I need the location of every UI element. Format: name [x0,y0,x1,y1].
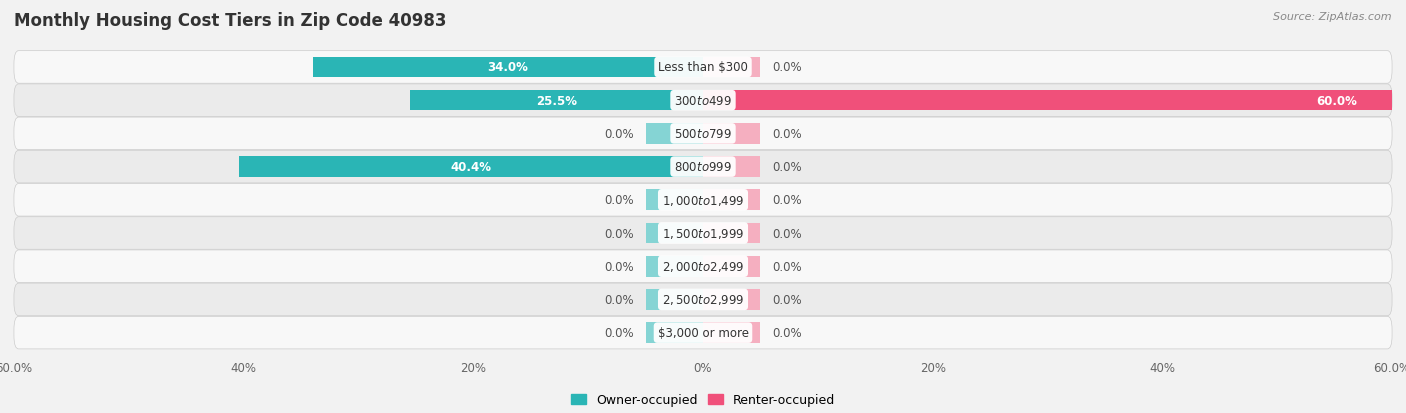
Text: $3,000 or more: $3,000 or more [658,326,748,339]
Text: 40.4%: 40.4% [450,161,492,173]
Bar [703,57,761,78]
Text: 0.0%: 0.0% [772,227,801,240]
Text: 0.0%: 0.0% [605,128,634,140]
FancyBboxPatch shape [14,118,1392,150]
Text: 0.0%: 0.0% [605,293,634,306]
Bar [411,90,703,111]
Text: 0.0%: 0.0% [772,293,801,306]
Text: 0.0%: 0.0% [772,194,801,207]
Text: Source: ZipAtlas.com: Source: ZipAtlas.com [1274,12,1392,22]
Bar [703,256,761,277]
Bar [645,256,703,277]
Text: $1,500 to $1,999: $1,500 to $1,999 [662,226,744,240]
Bar [239,157,703,178]
FancyBboxPatch shape [14,151,1392,183]
Text: $800 to $999: $800 to $999 [673,161,733,173]
FancyBboxPatch shape [14,317,1392,349]
Text: $2,000 to $2,499: $2,000 to $2,499 [662,260,744,273]
Bar [645,323,703,343]
Text: 25.5%: 25.5% [536,95,576,107]
Bar [703,290,761,310]
Bar [645,223,703,244]
Text: $2,500 to $2,999: $2,500 to $2,999 [662,293,744,307]
Text: 0.0%: 0.0% [772,326,801,339]
Bar [703,323,761,343]
Text: 0.0%: 0.0% [605,194,634,207]
Bar [645,290,703,310]
FancyBboxPatch shape [14,217,1392,250]
Bar [645,124,703,144]
FancyBboxPatch shape [14,85,1392,117]
Text: $500 to $799: $500 to $799 [673,128,733,140]
FancyBboxPatch shape [14,184,1392,216]
Text: 0.0%: 0.0% [772,61,801,74]
FancyBboxPatch shape [14,52,1392,84]
Text: 0.0%: 0.0% [605,227,634,240]
Text: $1,000 to $1,499: $1,000 to $1,499 [662,193,744,207]
Bar [703,190,761,211]
Text: 34.0%: 34.0% [488,61,529,74]
Text: Monthly Housing Cost Tiers in Zip Code 40983: Monthly Housing Cost Tiers in Zip Code 4… [14,12,447,30]
Bar [703,157,761,178]
Text: 0.0%: 0.0% [605,326,634,339]
Text: 0.0%: 0.0% [772,128,801,140]
Bar [703,90,1392,111]
Text: 60.0%: 60.0% [1316,95,1358,107]
Text: Less than $300: Less than $300 [658,61,748,74]
Text: 0.0%: 0.0% [605,260,634,273]
FancyBboxPatch shape [14,283,1392,316]
Text: 0.0%: 0.0% [772,161,801,173]
Bar [703,223,761,244]
Legend: Owner-occupied, Renter-occupied: Owner-occupied, Renter-occupied [567,388,839,411]
Text: 0.0%: 0.0% [772,260,801,273]
FancyBboxPatch shape [14,250,1392,283]
Text: $300 to $499: $300 to $499 [673,95,733,107]
Bar [703,124,761,144]
Bar [645,190,703,211]
Bar [312,57,703,78]
